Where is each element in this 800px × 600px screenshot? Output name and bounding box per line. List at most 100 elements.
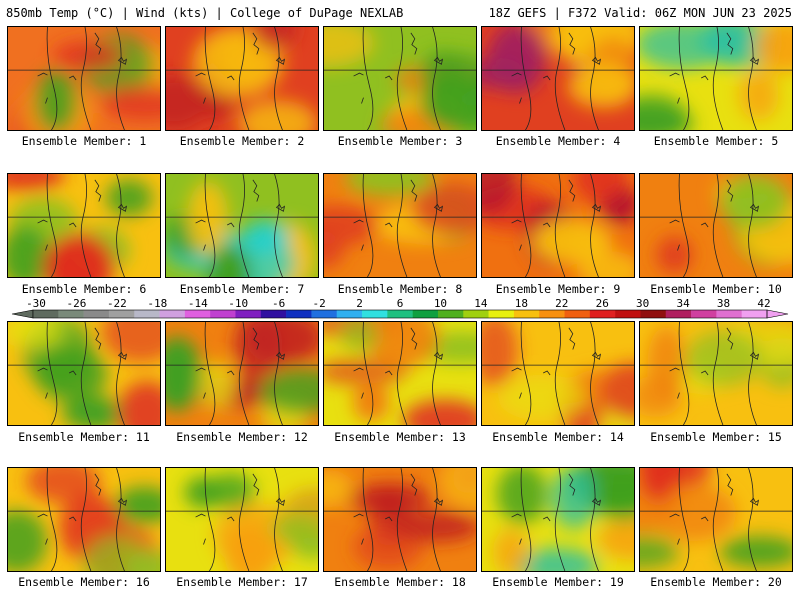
temperature-field (166, 27, 318, 130)
colorbar-swatch (488, 310, 515, 318)
colorbar-tick-label: -18 (147, 297, 168, 310)
temperature-field (482, 174, 634, 277)
colorbar-swatch (640, 310, 667, 318)
ensemble-member-caption: Ensemble Member: 12 (176, 430, 308, 444)
colorbar-swatch (311, 310, 338, 318)
colorbar-swatch (387, 310, 413, 318)
ensemble-member-map (323, 173, 477, 278)
ensemble-member-caption: Ensemble Member: 3 (337, 134, 463, 148)
colorbar-swatch (33, 310, 59, 318)
colorbar-swatch (83, 310, 110, 318)
colorbar-swatch (741, 310, 768, 318)
colorbar-swatch (260, 310, 287, 318)
ensemble-member-caption: Ensemble Member: 20 (650, 575, 782, 589)
colorbar-swatch (665, 310, 692, 318)
temperature-field (166, 174, 318, 277)
ensemble-member-caption: Ensemble Member: 10 (650, 282, 782, 296)
colorbar-swatch (539, 310, 565, 318)
ensemble-member-map (7, 467, 161, 572)
colorbar-tick-label: -6 (272, 297, 286, 310)
colorbar-tick-label: 38 (716, 297, 731, 310)
colorbar-swatch (589, 310, 616, 318)
ensemble-member-map (165, 26, 319, 131)
ensemble-member-map (7, 26, 161, 131)
ensemble-member-caption: Ensemble Member: 8 (337, 282, 463, 296)
ensemble-member-map (165, 173, 319, 278)
colorbar-tick-label: 14 (474, 297, 488, 310)
colorbar-swatch (615, 310, 641, 318)
ensemble-member-map (639, 467, 793, 572)
ensemble-member-caption: Ensemble Member: 19 (492, 575, 624, 589)
ensemble-member-map (323, 467, 477, 572)
ensemble-member-map (165, 321, 319, 426)
temperature-field (8, 27, 160, 130)
ensemble-member-caption: Ensemble Member: 2 (179, 134, 305, 148)
ensemble-member-map (639, 173, 793, 278)
temperature-field (8, 322, 160, 425)
temperature-field (640, 27, 792, 130)
colorbar-swatch (286, 310, 312, 318)
temperature-colorbar (11, 309, 789, 319)
ensemble-member-caption: Ensemble Member: 14 (492, 430, 624, 444)
ensemble-member-caption: Ensemble Member: 5 (653, 134, 779, 148)
colorbar-swatch (564, 310, 591, 318)
colorbar-tick-label: -2 (312, 297, 326, 310)
model-run-info: 18Z GEFS | F372 Valid: 06Z MON JUN 23 20… (488, 6, 792, 20)
ensemble-member-map (7, 321, 161, 426)
colorbar-swatch (134, 310, 160, 318)
ensemble-member-caption: Ensemble Member: 9 (495, 282, 621, 296)
colorbar-swatch (336, 310, 363, 318)
ensemble-member-caption: Ensemble Member: 11 (18, 430, 150, 444)
ensemble-member-map (481, 26, 635, 131)
ensemble-member-map (639, 321, 793, 426)
colorbar-tick-label: -30 (26, 297, 46, 310)
colorbar-swatch (58, 310, 84, 318)
colorbar-tick-label: 6 (396, 297, 404, 310)
ensemble-member-map (481, 321, 635, 426)
ensemble-member-map (639, 26, 793, 131)
temperature-field (482, 468, 634, 571)
colorbar-tick-label: 34 (676, 297, 690, 310)
colorbar-swatch (513, 310, 540, 318)
ensemble-member-map (165, 467, 319, 572)
ensemble-member-map (481, 173, 635, 278)
ensemble-member-map (7, 173, 161, 278)
ensemble-member-caption: Ensemble Member: 6 (21, 282, 147, 296)
temperature-field (640, 322, 792, 425)
colorbar-tick-label: 22 (555, 297, 569, 310)
ensemble-member-caption: Ensemble Member: 15 (650, 430, 782, 444)
ensemble-member-caption: Ensemble Member: 1 (21, 134, 147, 148)
colorbar-swatch (437, 310, 464, 318)
ensemble-member-map (323, 26, 477, 131)
colorbar-swatch (412, 310, 439, 318)
temperature-field (324, 468, 476, 571)
temperature-field (324, 174, 476, 277)
temperature-field (166, 468, 318, 571)
ensemble-member-caption: Ensemble Member: 17 (176, 575, 308, 589)
colorbar-swatch (108, 310, 135, 318)
colorbar-swatch (362, 310, 388, 318)
colorbar-tick-label: 42 (757, 297, 771, 310)
colorbar-tick-label: -14 (187, 297, 208, 310)
colorbar-tick-label: -10 (228, 297, 249, 310)
temperature-field (8, 174, 160, 277)
colorbar-swatch (159, 310, 186, 318)
colorbar-swatch (463, 310, 489, 318)
ensemble-member-map (323, 321, 477, 426)
temperature-field (8, 468, 160, 571)
colorbar-tick-label: -26 (66, 297, 87, 310)
colorbar-tick-label: 10 (433, 297, 448, 310)
ensemble-member-caption: Ensemble Member: 4 (495, 134, 621, 148)
colorbar-swatch (210, 310, 236, 318)
colorbar-tick-label: 26 (595, 297, 609, 310)
colorbar-tick-label: 18 (514, 297, 528, 310)
ensemble-member-caption: Ensemble Member: 13 (334, 430, 466, 444)
colorbar-swatch (691, 310, 717, 318)
temperature-field (640, 174, 792, 277)
temperature-field (482, 322, 634, 425)
ensemble-member-caption: Ensemble Member: 7 (179, 282, 305, 296)
colorbar-tick-label: 2 (356, 297, 363, 310)
ensemble-member-map (481, 467, 635, 572)
temperature-field (166, 322, 318, 425)
ensemble-member-caption: Ensemble Member: 18 (334, 575, 466, 589)
